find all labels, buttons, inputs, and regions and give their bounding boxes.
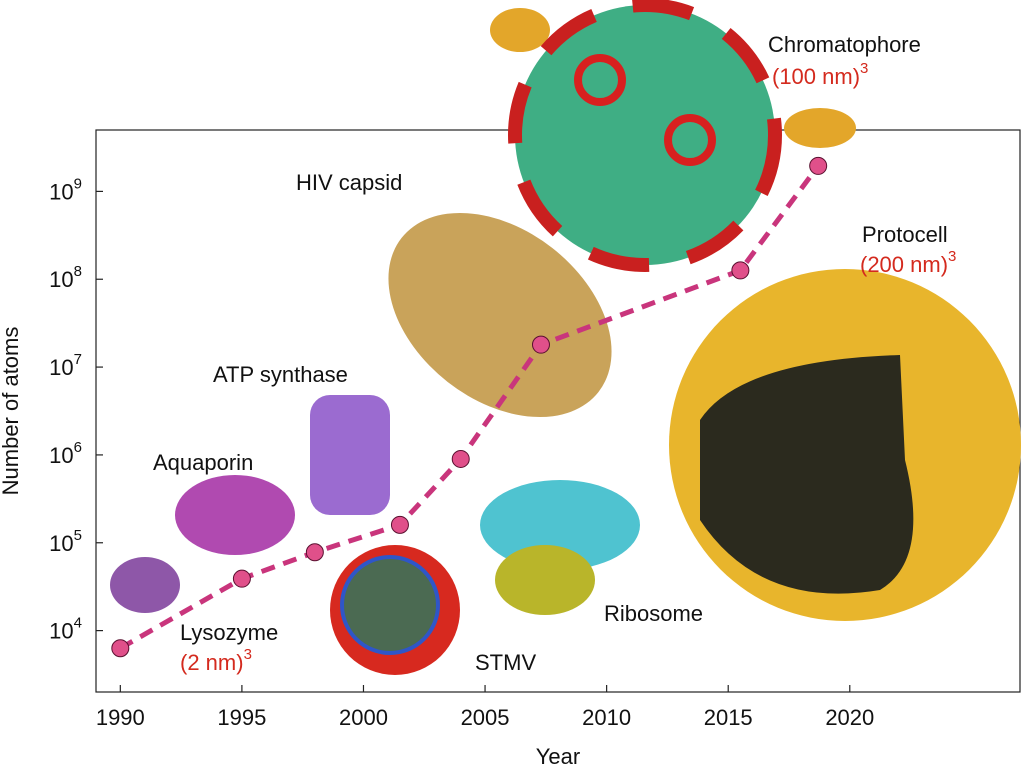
illustration (310, 395, 390, 515)
y-tick-label: 104 (49, 615, 82, 644)
data-point (232, 569, 251, 588)
data-point (451, 449, 470, 468)
y-tick-base: 10 (49, 179, 73, 204)
y-axis-label: Number of atoms (0, 327, 23, 496)
annotation-size: (100 nm)3 (772, 60, 868, 89)
illustration (700, 355, 914, 594)
y-tick-exponent: 6 (74, 439, 82, 456)
illustration (784, 108, 856, 148)
illustration (480, 480, 640, 570)
y-tick-exponent: 8 (74, 263, 82, 280)
illustration (110, 557, 180, 613)
y-tick-base: 10 (49, 531, 73, 556)
annotation-label: STMV (475, 650, 536, 675)
annotation-label: HIV capsid (296, 170, 402, 195)
annotation-size-exponent: 3 (948, 248, 956, 265)
data-point (809, 156, 828, 175)
x-tick-label: 2020 (825, 705, 874, 730)
annotation-label: Chromatophore (768, 32, 921, 57)
y-tick-label: 106 (49, 439, 82, 468)
illustration (175, 475, 295, 555)
y-tick-label: 107 (49, 351, 82, 380)
annotation-label: Aquaporin (153, 450, 253, 475)
y-tick-label: 105 (49, 527, 82, 556)
x-tick-label: 1990 (96, 705, 145, 730)
illustration (508, 0, 782, 272)
annotation-size-exponent: 3 (860, 60, 868, 77)
x-tick-label: 2010 (582, 705, 631, 730)
data-point (111, 639, 130, 658)
data-point (390, 515, 409, 534)
illustration (495, 545, 595, 615)
annotation-label: ATP synthase (213, 362, 348, 387)
x-axis-label: Year (536, 744, 580, 768)
illustration (664, 114, 716, 166)
y-tick-base: 10 (49, 355, 73, 380)
illustration (490, 8, 550, 52)
illustrations (110, 0, 1021, 675)
y-tick-label: 108 (49, 263, 82, 292)
x-tick-label: 2015 (704, 705, 753, 730)
y-tick-exponent: 4 (74, 615, 82, 632)
x-tick-label: 1995 (217, 705, 266, 730)
annotation-size-base: (100 nm) (772, 64, 860, 89)
illustration (574, 54, 626, 106)
annotation-size-exponent: 3 (244, 646, 252, 663)
y-tick-exponent: 9 (74, 175, 82, 192)
annotation-size: (200 nm)3 (860, 248, 956, 277)
y-tick-base: 10 (49, 619, 73, 644)
data-point (305, 543, 324, 562)
x-tick-label: 2005 (461, 705, 510, 730)
data-point (531, 335, 550, 354)
annotation-size-base: (200 nm) (860, 252, 948, 277)
annotation-label: Protocell (862, 222, 948, 247)
annotation-size: (2 nm)3 (180, 646, 252, 675)
data-point (731, 261, 750, 280)
y-tick-exponent: 5 (74, 527, 82, 544)
y-tick-label: 109 (49, 175, 82, 204)
y-tick-base: 10 (49, 267, 73, 292)
y-tick-base: 10 (49, 443, 73, 468)
annotation-label: Ribosome (604, 601, 703, 626)
annotation-label: Lysozyme (180, 620, 278, 645)
annotation-size-base: (2 nm) (180, 650, 244, 675)
illustration (340, 555, 440, 655)
series-line (119, 164, 821, 651)
illustration (388, 212, 612, 418)
y-tick-exponent: 7 (74, 351, 82, 368)
x-tick-label: 2000 (339, 705, 388, 730)
